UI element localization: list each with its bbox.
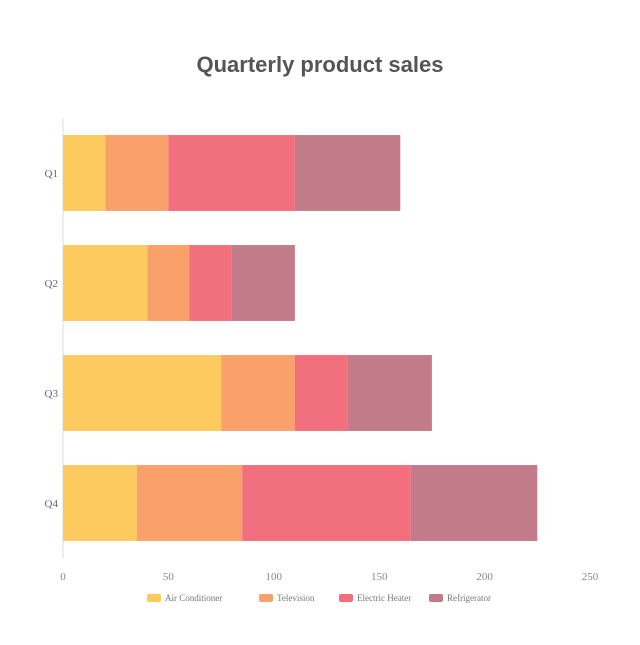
bar-q3-series-0 [63, 355, 222, 431]
bar-q2-series-0 [63, 245, 148, 321]
legend-label: Television [277, 593, 315, 603]
category-label: Q1 [45, 168, 58, 180]
legend: Air Conditioner Television Electric Heater… [147, 593, 491, 603]
bar-q1-series-1 [105, 135, 169, 211]
x-tick-label: 250 [582, 571, 599, 583]
bar-q1-series-3 [294, 135, 401, 211]
bar-q2-series-2 [189, 245, 232, 321]
bar-q1-series-2 [168, 135, 295, 211]
x-tick-labels: 0 50 100 150 200 250 [60, 571, 599, 583]
legend-label: Air Conditioner [165, 593, 222, 603]
category-labels: Q1 Q2 Q3 Q4 [45, 168, 59, 510]
bar-q4-series-1 [136, 465, 243, 541]
x-tick-label: 150 [371, 571, 388, 583]
bar-q1-series-0 [63, 135, 106, 211]
x-tick-label: 50 [163, 571, 175, 583]
bar-q4-series-3 [410, 465, 538, 541]
bar-q3-series-1 [221, 355, 295, 431]
category-label: Q3 [45, 388, 59, 400]
legend-label: Electric Heater [357, 593, 411, 603]
x-tick-label: 200 [476, 571, 493, 583]
x-tick-label: 0 [60, 571, 66, 583]
legend-label: Refrigerator [447, 593, 491, 603]
bar-q3-series-2 [294, 355, 348, 431]
legend-swatch [147, 594, 161, 602]
bar-q4-series-2 [242, 465, 411, 541]
category-label: Q2 [45, 278, 58, 290]
bar-q3-series-3 [347, 355, 432, 431]
bars-layer [63, 135, 538, 541]
category-label: Q4 [45, 498, 59, 510]
bar-q4-series-0 [63, 465, 137, 541]
bar-q2-series-3 [231, 245, 295, 321]
legend-swatch [429, 594, 443, 602]
bar-q2-series-1 [147, 245, 190, 321]
chart-title: Quarterly product sales [197, 52, 444, 77]
x-tick-label: 100 [266, 571, 283, 583]
legend-swatch [339, 594, 353, 602]
legend-swatch [259, 594, 273, 602]
